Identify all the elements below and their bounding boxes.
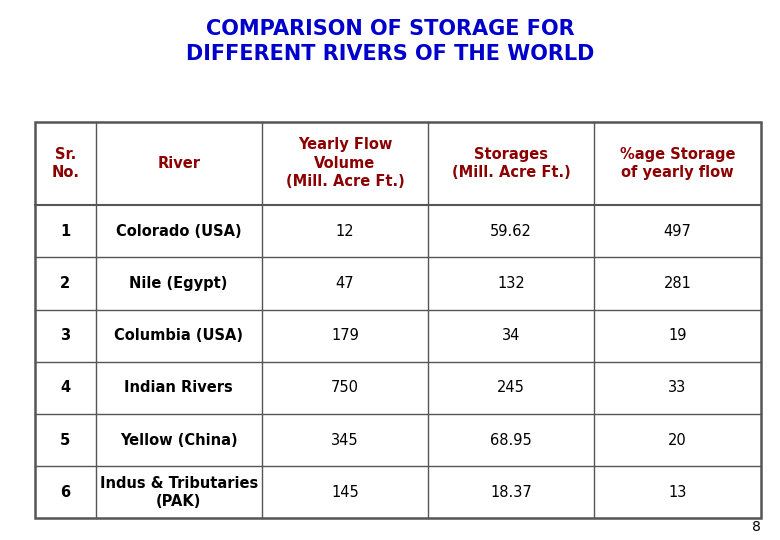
Text: Storages
(Mill. Acre Ft.): Storages (Mill. Acre Ft.) [452,146,570,180]
Text: River: River [157,156,200,171]
Text: 20: 20 [668,433,686,448]
Text: Yellow (China): Yellow (China) [120,433,237,448]
Text: 59.62: 59.62 [490,224,532,239]
Text: 345: 345 [331,433,359,448]
Text: 2: 2 [60,276,70,291]
Text: 5: 5 [60,433,70,448]
Text: 245: 245 [497,380,525,395]
Text: Indus & Tributaries
(PAK): Indus & Tributaries (PAK) [100,476,258,509]
Text: 281: 281 [664,276,691,291]
Text: 179: 179 [331,328,359,343]
Text: Yearly Flow
Volume
(Mill. Acre Ft.): Yearly Flow Volume (Mill. Acre Ft.) [285,137,404,190]
Text: 8: 8 [752,519,760,534]
Text: 33: 33 [668,380,686,395]
Text: %age Storage
of yearly flow: %age Storage of yearly flow [619,146,735,180]
Text: 6: 6 [60,485,70,500]
Text: 750: 750 [331,380,359,395]
Text: 497: 497 [664,224,691,239]
Text: COMPARISON OF STORAGE FOR
DIFFERENT RIVERS OF THE WORLD: COMPARISON OF STORAGE FOR DIFFERENT RIVE… [186,19,594,64]
Text: 34: 34 [502,328,520,343]
Text: Indian Rivers: Indian Rivers [124,380,233,395]
Text: Columbia (USA): Columbia (USA) [114,328,243,343]
Text: 3: 3 [60,328,70,343]
Text: 13: 13 [668,485,686,500]
Text: 1: 1 [60,224,70,239]
Text: 18.37: 18.37 [491,485,532,500]
Text: Nile (Egypt): Nile (Egypt) [129,276,228,291]
Text: 132: 132 [498,276,525,291]
Text: 4: 4 [60,380,70,395]
Text: 19: 19 [668,328,686,343]
Text: 12: 12 [335,224,354,239]
Bar [35,122,760,518]
Text: 47: 47 [335,276,354,291]
Text: Colorado (USA): Colorado (USA) [116,224,242,239]
Text: 145: 145 [331,485,359,500]
Text: Sr.
No.: Sr. No. [51,146,80,180]
Text: 68.95: 68.95 [491,433,532,448]
